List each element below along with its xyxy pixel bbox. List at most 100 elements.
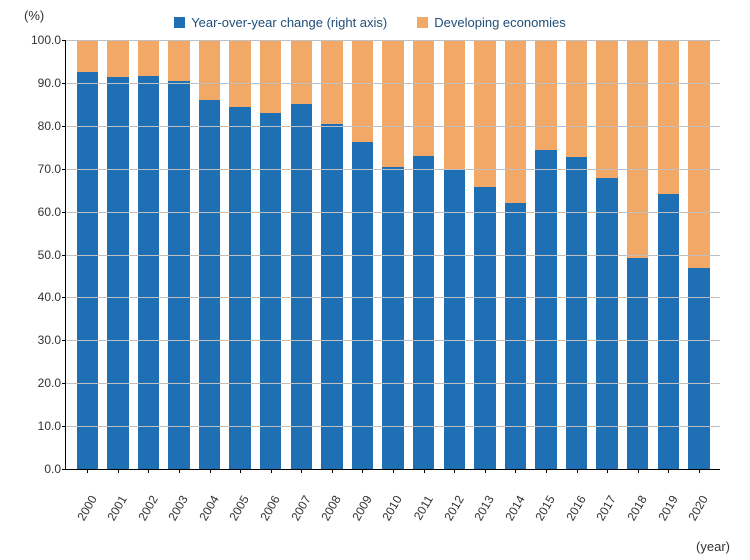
x-tick-mark	[607, 469, 608, 473]
x-tick-label: 2019	[655, 493, 680, 523]
x-tick-label: 2018	[624, 493, 649, 523]
y-tick-label: 80.0	[16, 119, 61, 133]
x-tick-label: 2006	[257, 493, 282, 523]
x-tick-mark	[393, 469, 394, 473]
bar-segment-yoy	[535, 150, 556, 469]
x-tick-mark	[271, 469, 272, 473]
bar-segment-developing	[505, 40, 526, 203]
bar-segment-developing	[596, 40, 617, 178]
x-tick-label: 2002	[135, 493, 160, 523]
x-tick-label: 2000	[74, 493, 99, 523]
x-tick-label: 2001	[105, 493, 130, 523]
y-tick-label: 70.0	[16, 162, 61, 176]
x-tick-mark	[148, 469, 149, 473]
gridline	[66, 126, 720, 127]
bar-segment-yoy	[107, 77, 128, 469]
y-tick-mark	[62, 83, 66, 84]
x-tick-mark	[454, 469, 455, 473]
x-tick-mark	[362, 469, 363, 473]
x-tick-label: 2009	[349, 493, 374, 523]
bar-segment-yoy	[413, 156, 434, 469]
x-tick-mark	[301, 469, 302, 473]
bar-segment-developing	[474, 40, 495, 187]
gridline	[66, 340, 720, 341]
bar-segment-yoy	[321, 124, 342, 469]
x-tick-label: 2017	[594, 493, 619, 523]
y-tick-label: 60.0	[16, 205, 61, 219]
x-tick-mark	[210, 469, 211, 473]
y-tick-label: 30.0	[16, 333, 61, 347]
bar-segment-yoy	[291, 104, 312, 469]
gridline	[66, 169, 720, 170]
bar-segment-yoy	[444, 169, 465, 469]
bar-segment-developing	[199, 40, 220, 100]
bar-segment-developing	[627, 40, 648, 258]
bar-segment-developing	[382, 40, 403, 167]
bar-segment-developing	[291, 40, 312, 104]
legend-label-developing: Developing economies	[434, 15, 566, 30]
x-tick-label: 2004	[196, 493, 221, 523]
bar-segment-developing	[535, 40, 556, 150]
bar-segment-developing	[260, 40, 281, 113]
gridline	[66, 426, 720, 427]
x-tick-label: 2020	[686, 493, 711, 523]
y-tick-label: 20.0	[16, 376, 61, 390]
x-tick-label: 2005	[227, 493, 252, 523]
y-tick-mark	[62, 426, 66, 427]
x-tick-mark	[179, 469, 180, 473]
bar-segment-developing	[444, 40, 465, 169]
y-tick-label: 40.0	[16, 290, 61, 304]
x-tick-mark	[118, 469, 119, 473]
y-tick-mark	[62, 169, 66, 170]
bar-segment-developing	[229, 40, 250, 106]
chart-container: (%) Year-over-year change (right axis) D…	[0, 0, 750, 560]
y-tick-label: 100.0	[16, 33, 61, 47]
x-tick-label: 2014	[502, 493, 527, 523]
x-tick-mark	[577, 469, 578, 473]
legend-swatch-yoy	[174, 17, 185, 28]
x-tick-mark	[699, 469, 700, 473]
bar-segment-yoy	[627, 258, 648, 469]
x-tick-label: 2013	[471, 493, 496, 523]
legend-item-developing: Developing economies	[417, 15, 566, 30]
gridline	[66, 383, 720, 384]
legend-item-yoy: Year-over-year change (right axis)	[174, 15, 387, 30]
x-axis-unit-label: (year)	[696, 539, 730, 554]
bar-segment-yoy	[138, 76, 159, 469]
x-tick-label: 2015	[533, 493, 558, 523]
x-tick-mark	[87, 469, 88, 473]
y-axis-unit-label: (%)	[24, 8, 44, 23]
y-tick-mark	[62, 212, 66, 213]
y-tick-mark	[62, 469, 66, 470]
bar-segment-developing	[658, 40, 679, 194]
legend: Year-over-year change (right axis) Devel…	[10, 10, 730, 40]
x-tick-mark	[332, 469, 333, 473]
x-tick-mark	[668, 469, 669, 473]
x-tick-label: 2016	[563, 493, 588, 523]
y-tick-label: 90.0	[16, 76, 61, 90]
bar-segment-yoy	[260, 113, 281, 469]
x-tick-label: 2003	[166, 493, 191, 523]
x-tick-label: 2007	[288, 493, 313, 523]
y-tick-label: 10.0	[16, 419, 61, 433]
bar-segment-developing	[321, 40, 342, 124]
x-tick-mark	[546, 469, 547, 473]
plot-area: 2000200120022003200420052006200720082009…	[65, 40, 720, 470]
bar-segment-developing	[138, 40, 159, 76]
x-tick-mark	[424, 469, 425, 473]
y-tick-mark	[62, 383, 66, 384]
y-tick-mark	[62, 340, 66, 341]
bar-segment-developing	[107, 40, 128, 77]
gridline	[66, 297, 720, 298]
x-tick-mark	[485, 469, 486, 473]
bar-segment-yoy	[168, 81, 189, 469]
x-tick-mark	[638, 469, 639, 473]
y-tick-label: 0.0	[16, 462, 61, 476]
x-tick-label: 2012	[441, 493, 466, 523]
y-tick-mark	[62, 255, 66, 256]
x-tick-label: 2008	[319, 493, 344, 523]
y-tick-label: 50.0	[16, 248, 61, 262]
bar-segment-yoy	[352, 142, 373, 469]
bar-segment-yoy	[229, 107, 250, 470]
bar-segment-yoy	[566, 157, 587, 469]
